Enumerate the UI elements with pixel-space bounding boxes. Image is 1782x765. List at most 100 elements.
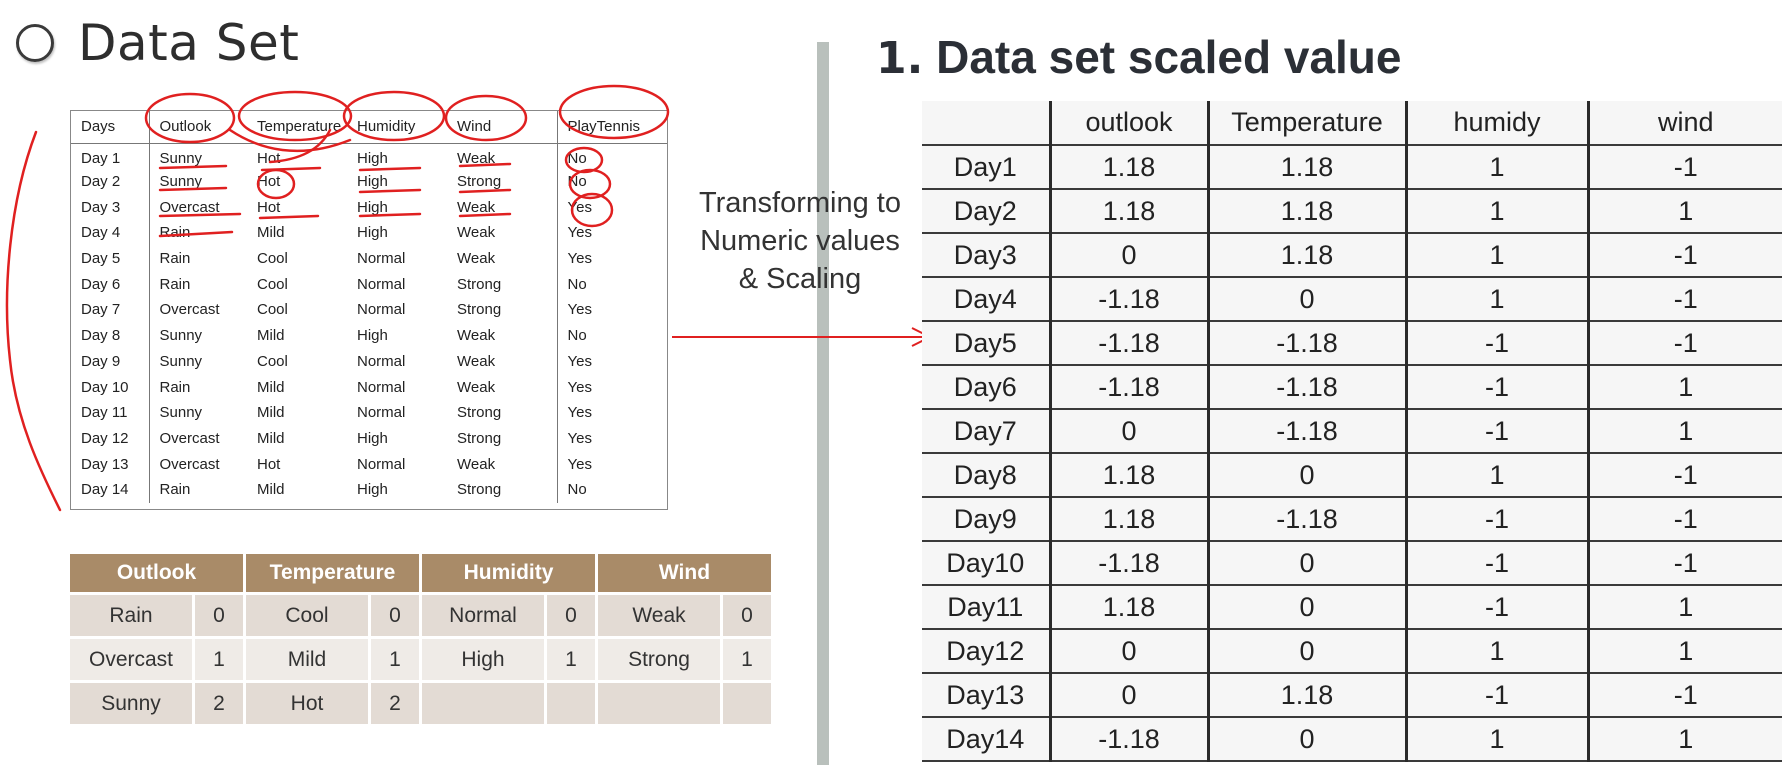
orig-table-row: Day 2 Sunny Hot High Strong No [71, 168, 667, 195]
left-title: Data Set [78, 14, 300, 72]
scaled-header-day [922, 101, 1050, 146]
scaled-table-row: Day14 -1.18 0 1 1 [922, 717, 1782, 762]
orig-cell-temperature: Cool [257, 275, 288, 293]
orig-cell-temperature: Mild [257, 378, 285, 396]
scaled-header-outlook: outlook [1048, 101, 1208, 146]
orig-table-row: Day 10 Rain Mild Normal Weak Yes [71, 374, 667, 400]
orig-table-row: Day 4 Rain Mild High Weak Yes [71, 220, 667, 246]
scaled-table-row: Day10 -1.18 0 -1 -1 [922, 541, 1782, 586]
enc-cell-outlook-value: 2 [195, 683, 243, 724]
orig-cell-playtennis: Yes [567, 378, 592, 396]
scaled-cell-humidy: 1 [1404, 145, 1588, 190]
enc-cell-wind-value: 0 [723, 595, 771, 636]
orig-cell-playtennis: No [567, 149, 587, 167]
orig-cell-playtennis: Yes [567, 352, 592, 370]
scaled-cell-humidy: -1 [1404, 497, 1588, 542]
scaled-cell-temperature: 1.18 [1206, 673, 1406, 718]
scaled-cell-humidy: -1 [1404, 585, 1588, 630]
orig-cell-temperature: Cool [257, 250, 288, 268]
enc-table-row: Rain 0 Cool 0 Normal 0 Weak 0 [70, 595, 771, 636]
orig-cell-temperature: Hot [257, 173, 281, 191]
enc-cell-humidity-value: 1 [547, 639, 595, 680]
orig-cell-temperature: Mild [257, 481, 285, 499]
scaled-cell-outlook: 0 [1048, 409, 1208, 454]
orig-cell-temperature: Mild [257, 404, 285, 422]
scaled-cell-day: Day7 [922, 409, 1050, 454]
orig-cell-humidity: Normal [357, 301, 406, 319]
orig-cell-temperature: Mild [257, 327, 285, 345]
scaled-table-row: Day13 0 1.18 -1 -1 [922, 673, 1782, 718]
orig-cell-playtennis: Yes [567, 301, 592, 319]
orig-cell-humidity: Normal [357, 275, 406, 293]
orig-cell-humidity: High [357, 429, 388, 447]
scaled-cell-outlook: 1.18 [1048, 145, 1208, 190]
orig-cell-playtennis: Yes [567, 429, 592, 447]
orig-cell-humidity: High [357, 173, 388, 191]
orig-table-row: Day 8 Sunny Mild High Weak No [71, 322, 667, 349]
enc-cell-wind-value [723, 683, 771, 724]
orig-cell-temperature: Hot [257, 455, 281, 473]
enc-header-outlook: Outlook [70, 554, 243, 592]
caption-line-2: Numeric values [700, 225, 900, 257]
orig-table-row: Day 5 Rain Cool Normal Weak Yes [71, 245, 667, 272]
scaled-cell-temperature: 0 [1206, 277, 1406, 322]
orig-cell-outlook: Rain [159, 481, 191, 499]
scaled-header-humidy: humidy [1404, 101, 1588, 146]
orig-table-row: Day 11 Sunny Mild Normal Strong Yes [71, 399, 667, 426]
orig-cell-humidity: Normal [357, 352, 406, 370]
scaled-cell-humidy: 1 [1404, 717, 1588, 762]
scaled-cell-outlook: -1.18 [1048, 717, 1208, 762]
enc-cell-wind-label [598, 683, 720, 724]
enc-cell-wind-label: Weak [598, 595, 720, 636]
enc-table-row: Overcast 1 Mild 1 High 1 Strong 1 [70, 639, 771, 680]
scaled-cell-humidy: 1 [1404, 277, 1588, 322]
orig-cell-wind: Weak [447, 194, 558, 221]
scaled-table-row: Day4 -1.18 0 1 -1 [922, 277, 1782, 322]
scaled-cell-temperature: -1.18 [1206, 365, 1406, 410]
arrow-right-icon [672, 327, 933, 347]
scaled-cell-temperature: 0 [1206, 453, 1406, 498]
scaled-table-row: Day11 1.18 0 -1 1 [922, 585, 1782, 630]
scaled-value-table: outlook Temperature humidy wind Day1 1.18… [922, 101, 1782, 762]
orig-cell-wind: Weak [447, 143, 558, 169]
enc-cell-humidity-label [422, 683, 544, 724]
orig-cell-temperature: Hot [257, 198, 281, 216]
orig-cell-playtennis: No [567, 327, 587, 345]
scaled-cell-wind: -1 [1586, 145, 1782, 190]
orig-table-row: Day 7 Overcast Cool Normal Strong Yes [71, 297, 667, 323]
orig-cell-wind: Strong [447, 271, 558, 298]
orig-cell-temperature: Cool [257, 352, 288, 370]
scaled-cell-outlook: 0 [1048, 673, 1208, 718]
scaled-cell-wind: -1 [1586, 541, 1782, 586]
scaled-cell-temperature: -1.18 [1206, 321, 1406, 366]
scaled-cell-day: Day3 [922, 233, 1050, 278]
orig-cell-day: Day 5 [71, 245, 150, 272]
scaled-cell-wind: -1 [1586, 453, 1782, 498]
scaled-cell-day: Day2 [922, 189, 1050, 234]
scaled-cell-wind: -1 [1586, 233, 1782, 278]
enc-cell-temperature-value: 1 [371, 639, 419, 680]
scaled-cell-day: Day6 [922, 365, 1050, 410]
orig-cell-temperature: Mild [257, 224, 285, 242]
orig-cell-day: Day 10 [71, 374, 150, 400]
orig-cell-outlook: Sunny [159, 149, 203, 167]
scaled-cell-outlook: -1.18 [1048, 277, 1208, 322]
scaled-cell-wind: 1 [1586, 717, 1782, 762]
scaled-cell-wind: 1 [1586, 365, 1782, 410]
orig-cell-temperature: Hot [257, 149, 281, 167]
scaled-cell-outlook: 1.18 [1048, 497, 1208, 542]
enc-header-wind: Wind [598, 554, 771, 592]
orig-cell-day: Day 4 [71, 220, 150, 246]
scaled-table-row: Day3 0 1.18 1 -1 [922, 233, 1782, 278]
scaled-cell-outlook: 1.18 [1048, 585, 1208, 630]
orig-table-row: Day 6 Rain Cool Normal Strong No [71, 271, 667, 298]
orig-cell-day: Day 14 [71, 476, 150, 503]
orig-cell-humidity: Normal [357, 378, 406, 396]
scaled-table-row: Day6 -1.18 -1.18 -1 1 [922, 365, 1782, 410]
scaled-table-row: Day2 1.18 1.18 1 1 [922, 189, 1782, 234]
circle-bullet-icon [16, 24, 54, 62]
orig-cell-wind: Strong [447, 297, 558, 323]
enc-header-humidity: Humidity [422, 554, 595, 592]
enc-cell-temperature-value: 2 [371, 683, 419, 724]
orig-cell-outlook: Rain [159, 378, 191, 396]
